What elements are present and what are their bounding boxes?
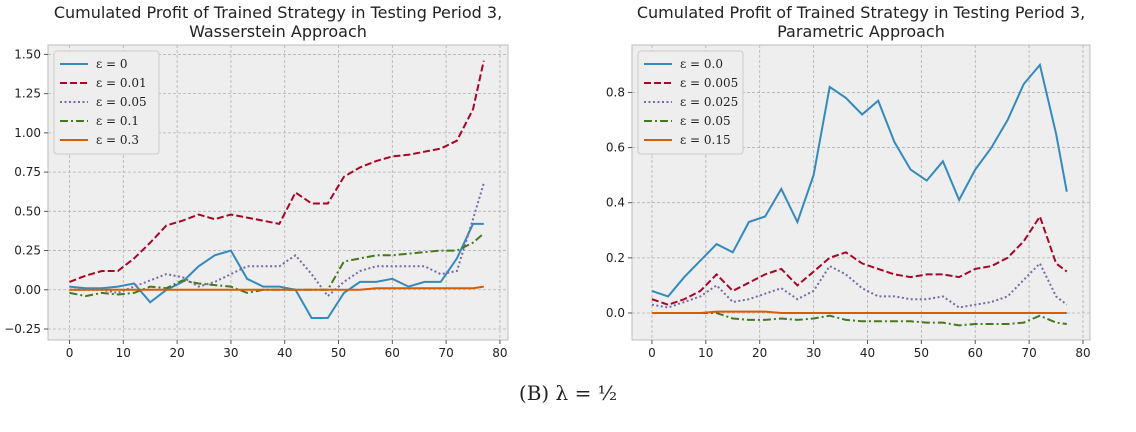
x-tick-label: 50: [914, 346, 929, 360]
x-tick-label: 30: [223, 346, 238, 360]
y-tick-label: −0.25: [4, 322, 41, 336]
x-tick-label: 70: [438, 346, 453, 360]
legend-label: ε = 0.1: [96, 114, 139, 128]
line-series: [651, 214, 1068, 306]
legend-box: [637, 50, 744, 155]
line-series: [651, 310, 1067, 314]
chart-title: Cumulated Profit of Trained Strategy in …: [54, 3, 502, 41]
line-series: [69, 182, 485, 298]
legend-label: ε = 0: [96, 57, 128, 71]
x-tick-label: 40: [860, 346, 875, 360]
legend-label: ε = 0.005: [680, 76, 738, 90]
y-tick-label: 0.50: [14, 204, 41, 218]
y-tick-label: 0.4: [606, 196, 625, 210]
x-tick-label: 50: [331, 346, 346, 360]
x-tick-label: 80: [1075, 346, 1090, 360]
line-series: [651, 62, 1068, 298]
y-tick-label: 0.8: [606, 85, 625, 99]
line-series: [651, 312, 1067, 327]
legend-label: ε = 0.05: [96, 95, 147, 109]
y-tick-label: 0.00: [14, 283, 41, 297]
y-tick-label: 0.2: [606, 251, 625, 265]
y-tick-label: 1.00: [14, 126, 41, 140]
y-tick-label: 1.50: [14, 47, 41, 61]
legend-label: ε = 0.025: [680, 95, 738, 109]
chart-title: Cumulated Profit of Trained Strategy in …: [637, 3, 1085, 41]
legend-label: ε = 0.01: [96, 76, 147, 90]
line-series: [69, 285, 484, 291]
x-tick-label: 70: [1021, 346, 1036, 360]
y-tick-label: 0.75: [14, 165, 41, 179]
x-tick-label: 60: [385, 346, 400, 360]
y-tick-label: 0.6: [606, 141, 625, 155]
line-series: [651, 261, 1068, 309]
legend-label: ε = 0.15: [680, 133, 731, 147]
y-tick-label: 1.25: [14, 87, 41, 101]
x-tick-label: 0: [66, 346, 74, 360]
x-tick-label: 60: [968, 346, 983, 360]
x-tick-label: 80: [492, 346, 507, 360]
y-tick-label: 0.25: [14, 244, 41, 258]
line-series: [69, 60, 485, 283]
legend-label: ε = 0.0: [680, 57, 723, 71]
legend-label: ε = 0.3: [96, 133, 139, 147]
legend-box: [53, 50, 160, 155]
y-tick-label: 0.0: [606, 306, 625, 320]
x-tick-label: 20: [169, 346, 184, 360]
x-tick-label: 20: [752, 346, 767, 360]
x-tick-label: 10: [698, 346, 713, 360]
x-tick-label: 10: [116, 346, 131, 360]
x-tick-label: 0: [648, 346, 656, 360]
x-tick-label: 30: [806, 346, 821, 360]
caption: (B) λ = ½: [519, 381, 617, 405]
legend-label: ε = 0.05: [680, 114, 731, 128]
x-tick-label: 40: [277, 346, 292, 360]
